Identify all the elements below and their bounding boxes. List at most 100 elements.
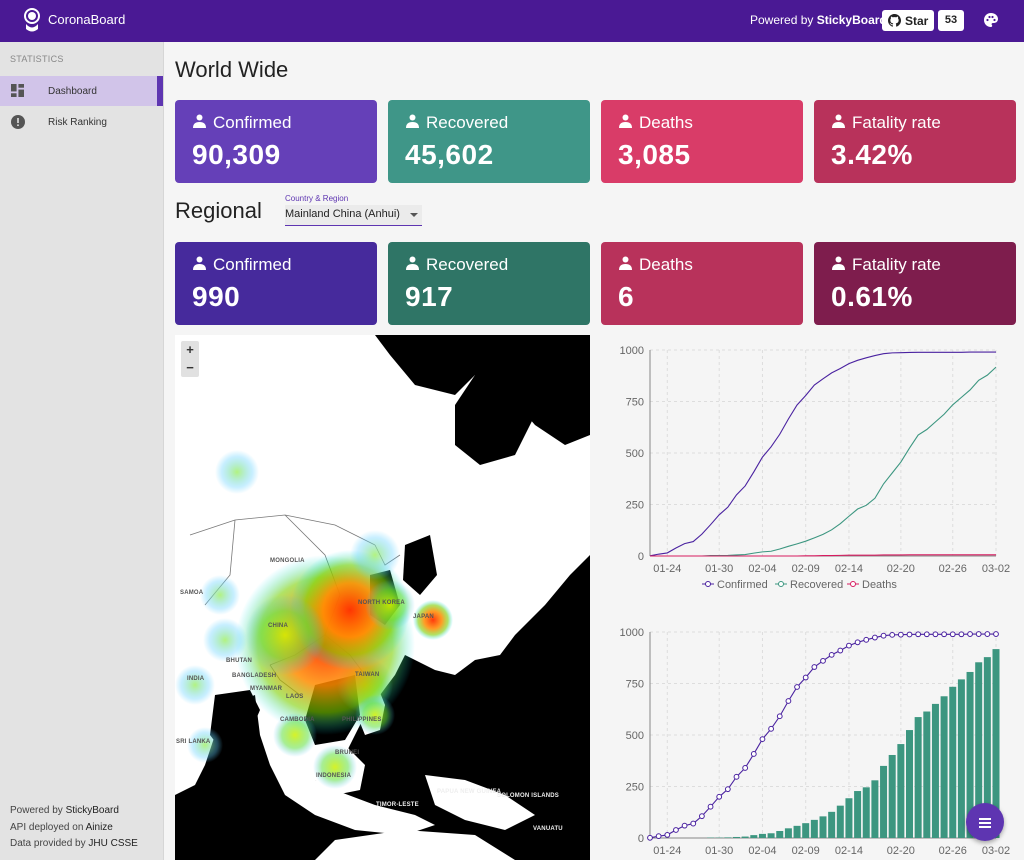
sea-of-okhotsk xyxy=(455,365,540,465)
github-star-button[interactable]: Star xyxy=(882,10,934,31)
point-confirmed xyxy=(863,636,870,643)
bar-recovered xyxy=(966,671,974,838)
map-zoom-control: + − xyxy=(181,341,199,377)
menu-fab-button[interactable] xyxy=(966,803,1004,841)
land-malaysia-indonesia xyxy=(255,695,435,835)
point-confirmed xyxy=(664,832,671,838)
menu-icon-line xyxy=(979,826,991,828)
point-confirmed xyxy=(880,632,887,639)
powered-by-prefix: Powered by xyxy=(750,13,814,27)
footer-prefix: Data provided by xyxy=(10,838,86,849)
y-tick-label: 500 xyxy=(626,448,644,460)
worldwide-card-confirmed: Confirmed 90,309 xyxy=(175,100,377,183)
corona-logo-icon[interactable] xyxy=(22,7,42,33)
x-tick-label: 02-09 xyxy=(792,563,820,575)
card-value: 3,085 xyxy=(618,139,691,170)
point-confirmed xyxy=(716,793,723,800)
y-tick-label: 250 xyxy=(626,782,644,794)
sidebar-item-label: Dashboard xyxy=(48,86,97,97)
star-count[interactable]: 53 xyxy=(938,10,964,31)
bar-recovered xyxy=(741,836,749,838)
footer-stickyboard-link[interactable]: StickyBoard xyxy=(65,805,119,816)
map-label-bangladesh: BANGLADESH xyxy=(232,673,277,679)
bar-recovered xyxy=(854,791,862,838)
map-label-taiwan: TAIWAN xyxy=(355,672,380,678)
map-label-samoa: SAMOA xyxy=(180,590,204,596)
x-tick-label: 02-04 xyxy=(748,845,776,857)
point-confirmed xyxy=(975,631,982,637)
map-label-philippines: PHILIPPINES xyxy=(342,717,382,723)
point-confirmed xyxy=(655,833,662,840)
bar-recovered xyxy=(767,833,775,838)
regional-card-confirmed: Confirmed 990 xyxy=(175,242,377,325)
series-line-recovered xyxy=(650,366,997,557)
zoom-in-button[interactable]: + xyxy=(186,342,194,357)
star-label: Star xyxy=(905,13,929,28)
map-label-solomon-islands: SOLOMON ISLANDS xyxy=(497,793,560,799)
bar-recovered xyxy=(836,805,844,838)
x-tick-label: 03-02 xyxy=(982,563,1010,575)
footer-jhu-link[interactable]: JHU CSSE xyxy=(88,838,138,849)
bar-recovered xyxy=(733,836,740,838)
map-label-north-korea: NORTH KOREA xyxy=(358,600,405,606)
point-confirmed xyxy=(785,698,792,704)
heat-map[interactable] xyxy=(175,335,590,860)
worldwide-card-recovered: Recovered 45,602 xyxy=(388,100,590,183)
regional-card-fatality-rate: Fatality rate 0.61% xyxy=(814,242,1016,325)
map-label-japan: JAPAN xyxy=(413,614,434,620)
card-label: Deaths xyxy=(639,113,693,132)
bar-recovered xyxy=(983,657,991,838)
point-confirmed xyxy=(828,651,835,658)
powered-by-text[interactable]: Powered by StickyBoard xyxy=(750,13,887,27)
sidebar-item-risk-ranking[interactable]: Risk Ranking xyxy=(0,107,163,137)
map-label-indonesia: INDONESIA xyxy=(316,773,352,779)
app-title[interactable]: CoronaBoard xyxy=(48,12,126,27)
line-chart: 0 250 500 750 1000 01-24 01-30 02-04 02-09 02-14 0… xyxy=(620,345,1011,591)
y-tick-label: 1000 xyxy=(620,345,644,357)
point-confirmed xyxy=(794,684,800,690)
point-confirmed xyxy=(967,631,973,637)
bar-recovered xyxy=(923,711,931,838)
x-tick-label: 03-02 xyxy=(982,845,1010,857)
map-label-mongolia: MONGOLIA xyxy=(270,558,305,564)
point-confirmed xyxy=(673,827,679,833)
sidebar-item-dashboard[interactable]: Dashboard xyxy=(0,76,163,106)
x-tick-label: 02-14 xyxy=(835,563,863,575)
point-confirmed xyxy=(923,631,930,638)
person-icon xyxy=(832,114,845,128)
map-label-china: CHINA xyxy=(268,623,288,629)
card-label: Recovered xyxy=(426,113,509,132)
bar-recovered xyxy=(810,819,818,838)
point-confirmed xyxy=(984,631,991,637)
x-tick-label: 02-26 xyxy=(939,845,967,857)
card-value: 6 xyxy=(618,281,635,312)
powered-by-link[interactable]: StickyBoard xyxy=(816,13,887,27)
region-select[interactable]: Mainland China (Anhui) xyxy=(285,205,422,226)
top-app-bar: CoronaBoard Powered by StickyBoard Star … xyxy=(0,0,1024,42)
bar-recovered xyxy=(724,837,732,838)
y-tick-label: 750 xyxy=(626,397,644,409)
map-canvas[interactable] xyxy=(175,335,590,860)
palette-icon[interactable] xyxy=(983,12,999,28)
alert-circle-icon xyxy=(11,115,25,129)
person-icon xyxy=(619,256,632,270)
point-confirmed xyxy=(846,642,852,649)
land-new-guinea xyxy=(425,775,535,830)
bay-of-bengal xyxy=(210,690,260,755)
sidebar-section-title: STATISTICS xyxy=(10,54,64,64)
footer-ainize-link[interactable]: Ainize xyxy=(85,822,113,833)
card-value: 45,602 xyxy=(405,139,494,170)
regional-card-recovered: Recovered 917 xyxy=(388,242,590,325)
x-tick-label: 01-24 xyxy=(653,845,681,857)
point-confirmed xyxy=(733,773,740,780)
footer-api-deployed: API deployed on Ainize xyxy=(10,822,113,833)
zoom-out-button[interactable]: − xyxy=(186,360,194,375)
point-confirmed xyxy=(941,631,948,638)
chevron-down-icon[interactable] xyxy=(410,213,418,217)
bar-recovered xyxy=(940,696,948,838)
card-value: 0.61% xyxy=(831,281,913,312)
map-label-vanuatu: VANUATU xyxy=(533,826,563,832)
y-tick-label: 1000 xyxy=(620,627,644,639)
point-confirmed xyxy=(837,647,844,654)
card-label: Confirmed xyxy=(213,255,292,274)
